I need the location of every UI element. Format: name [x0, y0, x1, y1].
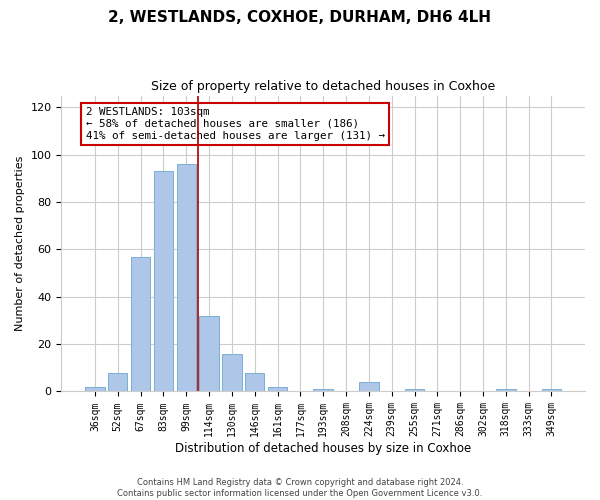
Y-axis label: Number of detached properties: Number of detached properties [15, 156, 25, 331]
Title: Size of property relative to detached houses in Coxhoe: Size of property relative to detached ho… [151, 80, 496, 93]
X-axis label: Distribution of detached houses by size in Coxhoe: Distribution of detached houses by size … [175, 442, 472, 455]
Bar [176, 164, 196, 392]
Text: 2, WESTLANDS, COXHOE, DURHAM, DH6 4LH: 2, WESTLANDS, COXHOE, DURHAM, DH6 4LH [109, 10, 491, 25]
Bar [405, 389, 424, 392]
Bar [268, 386, 287, 392]
Bar [359, 382, 379, 392]
Bar [131, 256, 150, 392]
Bar [245, 372, 265, 392]
Bar [313, 389, 333, 392]
Bar [199, 316, 219, 392]
Bar [496, 389, 515, 392]
Bar [222, 354, 242, 392]
Text: Contains HM Land Registry data © Crown copyright and database right 2024.
Contai: Contains HM Land Registry data © Crown c… [118, 478, 482, 498]
Text: 2 WESTLANDS: 103sqm
← 58% of detached houses are smaller (186)
41% of semi-detac: 2 WESTLANDS: 103sqm ← 58% of detached ho… [86, 108, 385, 140]
Bar [108, 372, 127, 392]
Bar [85, 386, 104, 392]
Bar [154, 172, 173, 392]
Bar [542, 389, 561, 392]
